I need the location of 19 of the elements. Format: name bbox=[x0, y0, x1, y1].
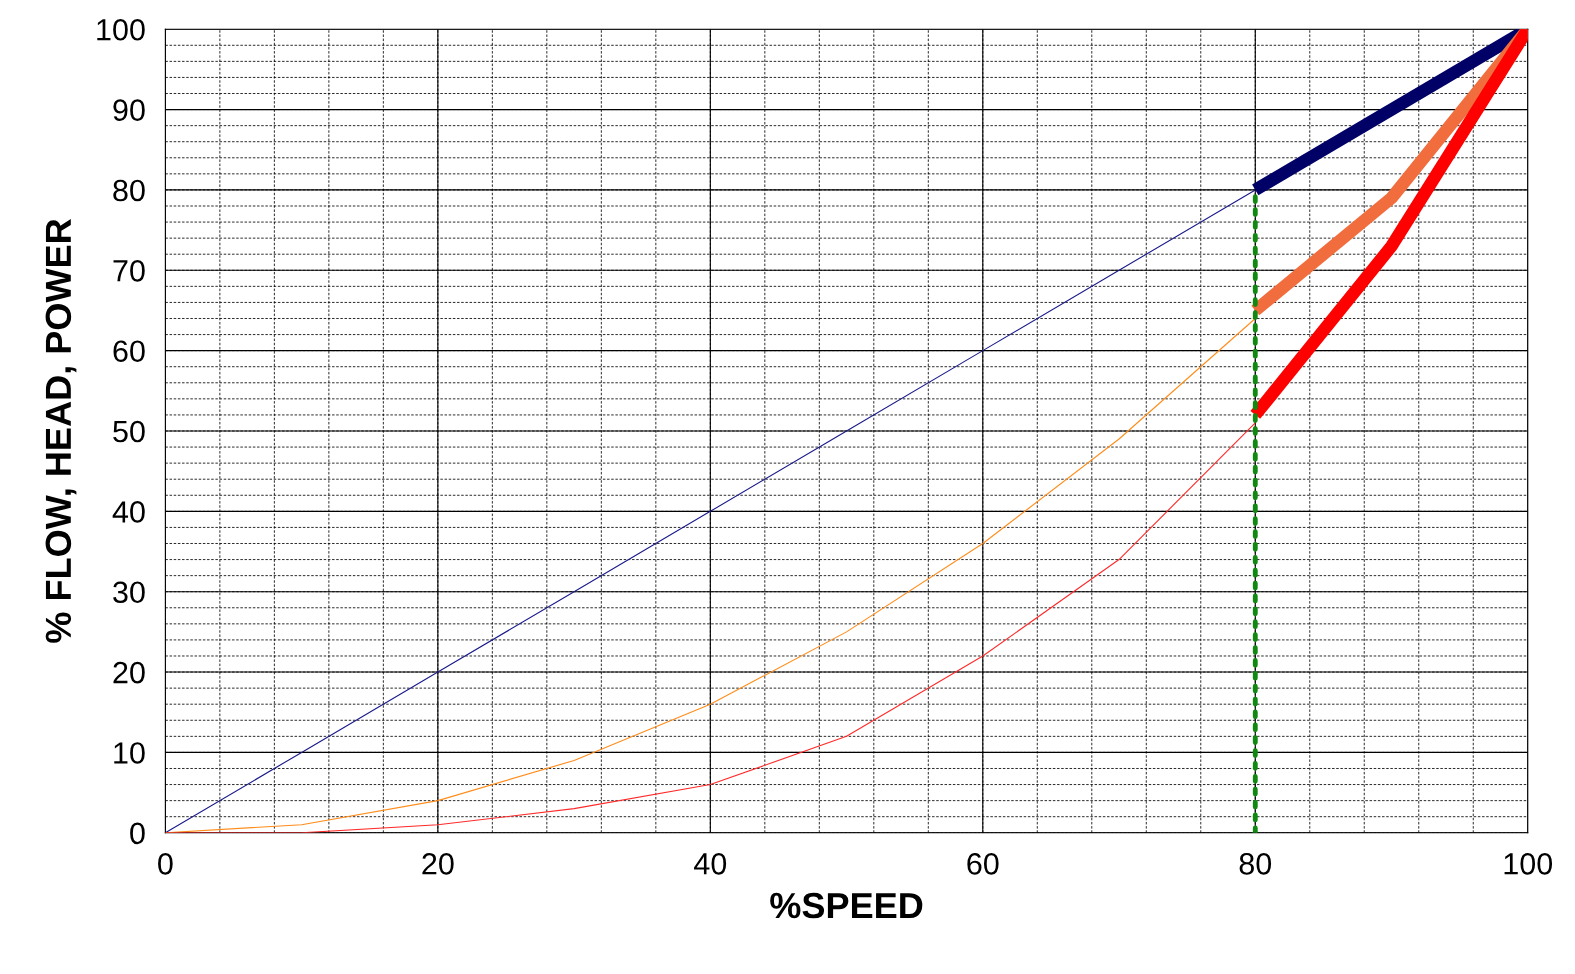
x-tick-label: 100 bbox=[1504, 853, 1553, 875]
y-tick-label: 90 bbox=[113, 99, 145, 121]
y-tick-label: 70 bbox=[113, 260, 145, 282]
x-tick-label: 0 bbox=[158, 853, 173, 875]
y-tick-label: 10 bbox=[114, 742, 145, 764]
y-tick-label: 80 bbox=[113, 179, 145, 202]
y-tick-label: 40 bbox=[112, 501, 145, 523]
y-tick-label: 100 bbox=[97, 18, 145, 41]
x-tick-label: 60 bbox=[967, 853, 999, 875]
x-axis-title: %SPEED bbox=[770, 892, 923, 919]
x-tick-label: 20 bbox=[422, 853, 454, 875]
y-tick-label: 50 bbox=[113, 420, 145, 443]
y-tick-label: 0 bbox=[130, 822, 145, 845]
y-axis-title: % FLOW, HEAD, POWER bbox=[45, 219, 77, 643]
y-tick-label: 30 bbox=[113, 581, 145, 604]
y-tick-label: 60 bbox=[113, 340, 145, 363]
y-tick-label: 20 bbox=[113, 661, 145, 684]
x-tick-label: 40 bbox=[694, 853, 727, 875]
x-tick-label: 80 bbox=[1239, 853, 1272, 875]
